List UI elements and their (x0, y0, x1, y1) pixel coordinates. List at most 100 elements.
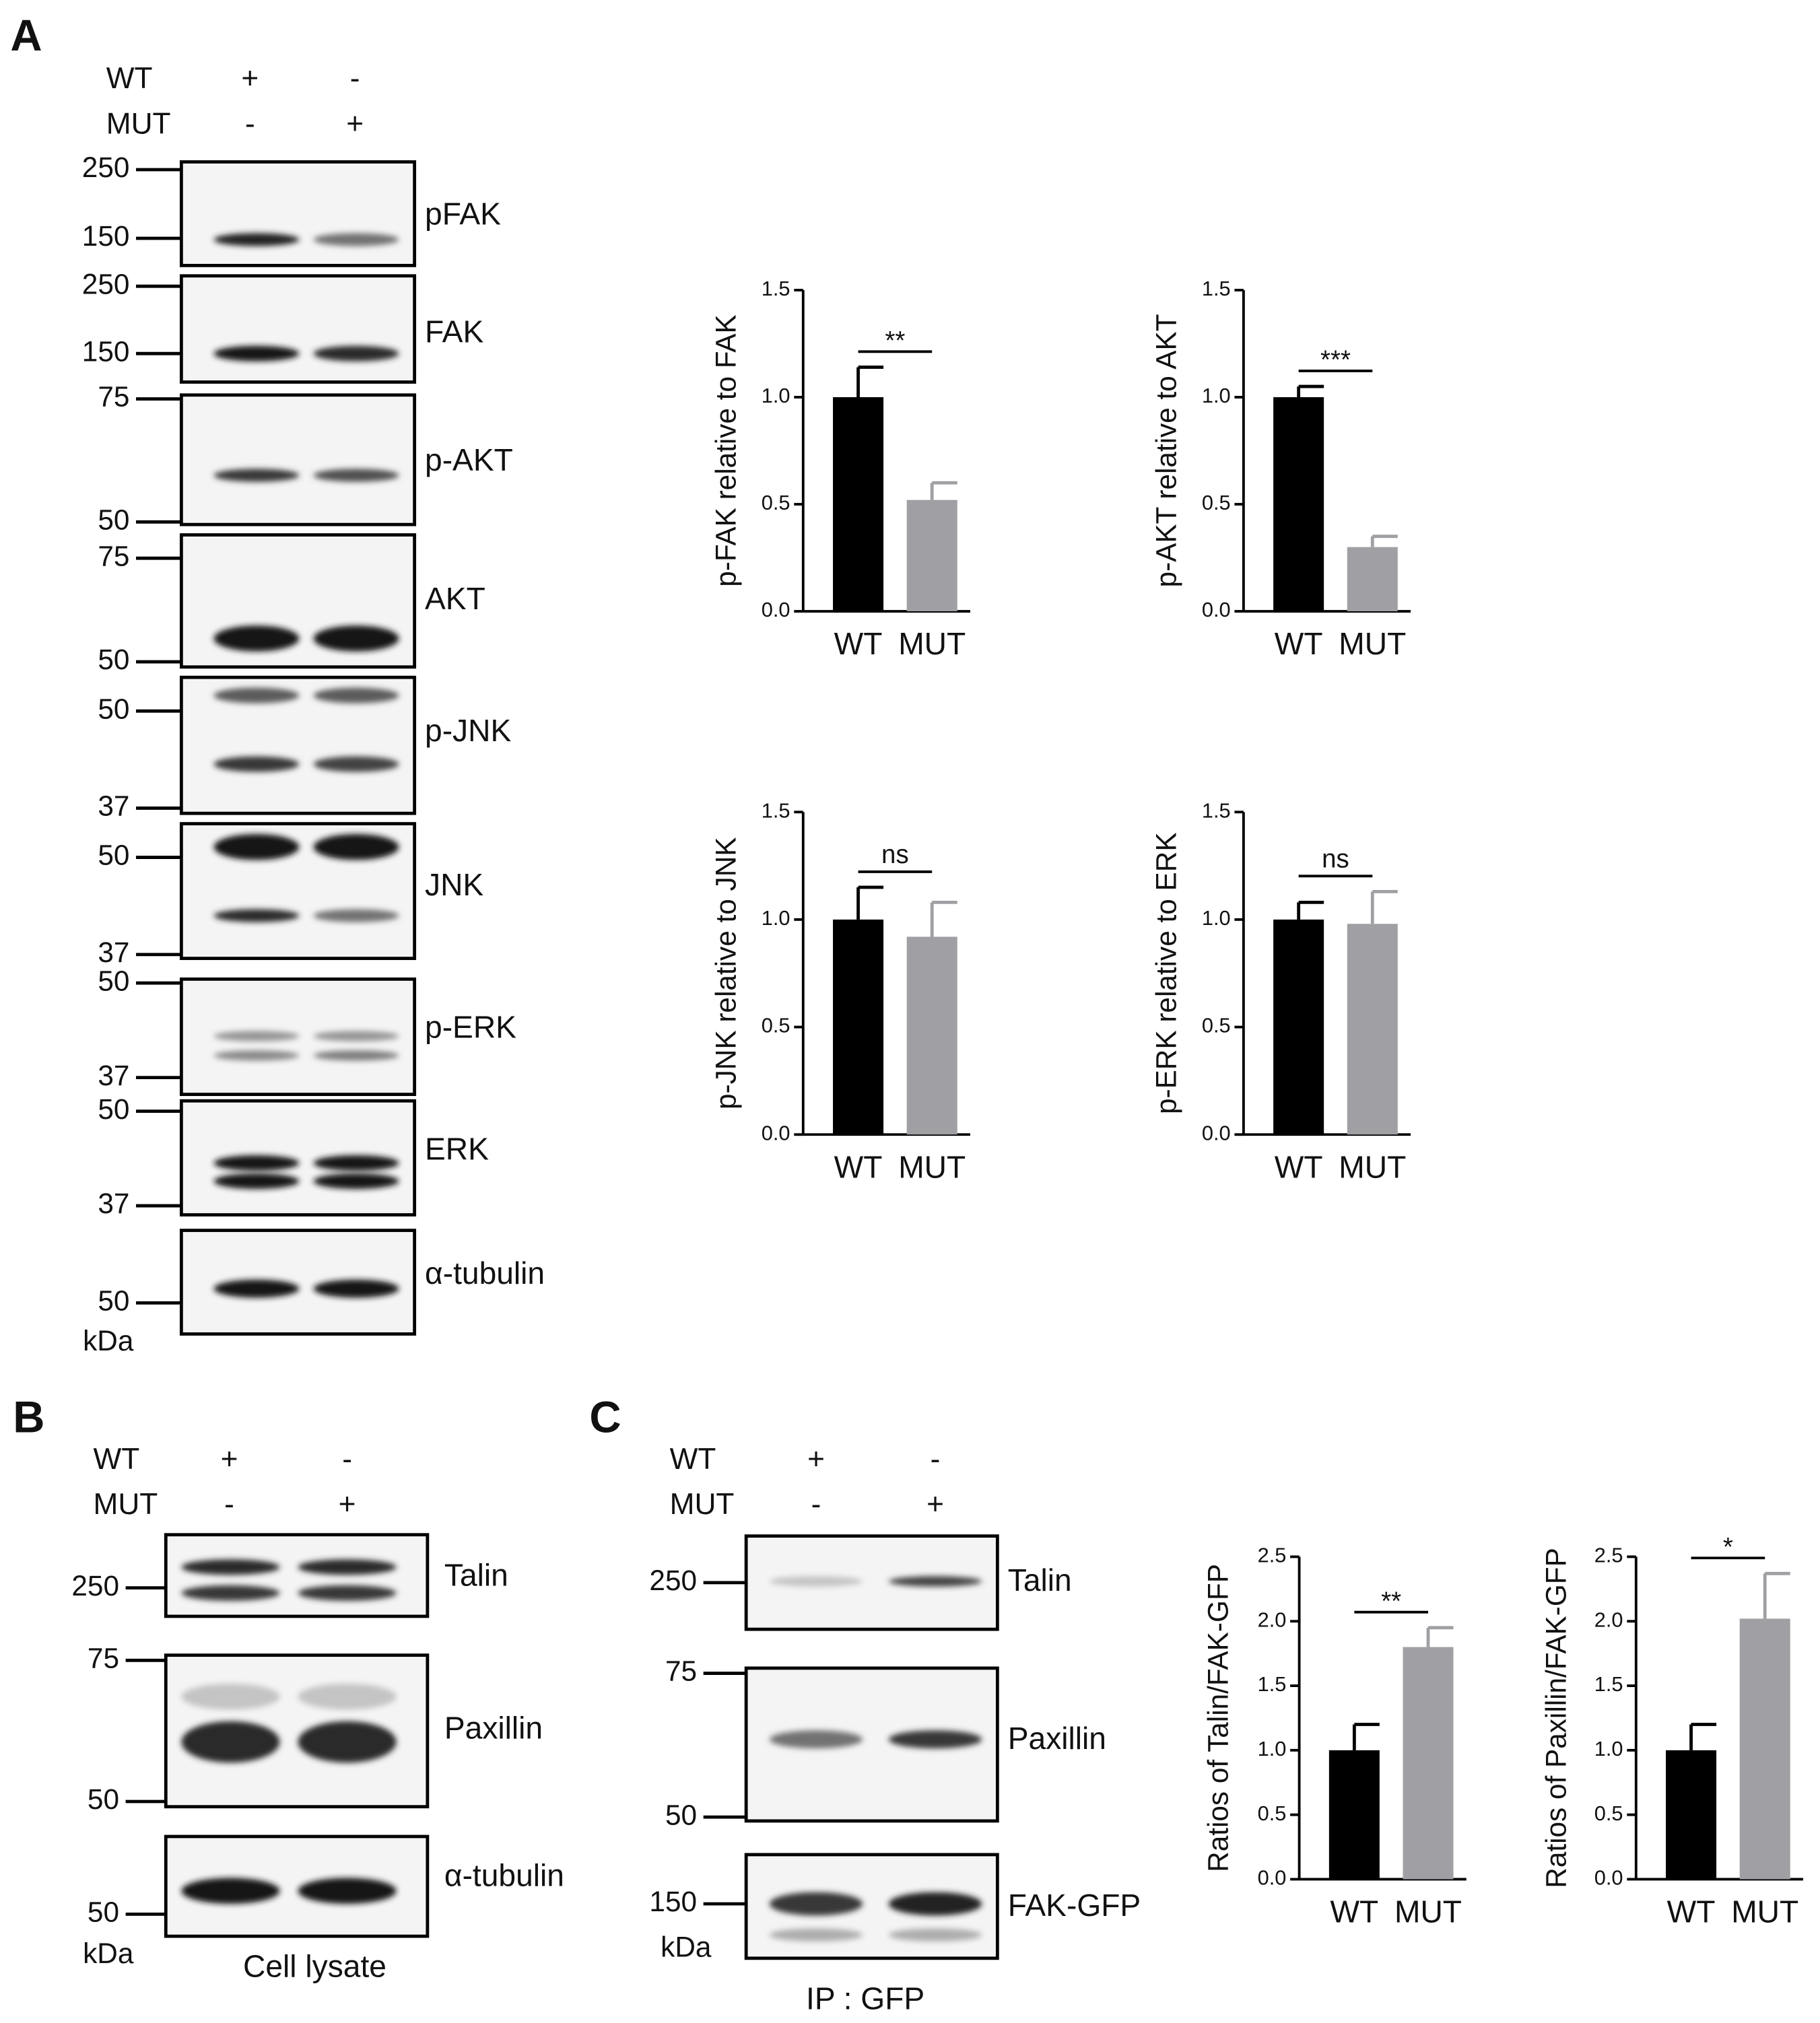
condition-label: MUT (670, 1488, 735, 1521)
blot-label: ERK (425, 1131, 489, 1166)
blot-frame (179, 160, 417, 267)
blot-band (313, 756, 399, 772)
blot-band (213, 756, 300, 772)
y-axis-label: p-ERK relative to ERK (1150, 832, 1182, 1114)
y-tick-label: 0.0 (762, 1121, 790, 1144)
blot-band (313, 1279, 399, 1298)
blot-frame (164, 1835, 430, 1938)
blot-frame (179, 1229, 417, 1336)
y-tick-label: 0.0 (1258, 1866, 1287, 1890)
condition-mark: - (224, 1488, 234, 1521)
y-tick-label: 0.0 (1202, 1121, 1231, 1144)
blot-label: FAK (425, 314, 483, 349)
x-tick-label: WT (834, 1149, 883, 1184)
blot-band (769, 1576, 863, 1587)
y-tick-label: 1.5 (1258, 1672, 1287, 1696)
y-tick-label: 2.5 (1594, 1544, 1623, 1567)
marker-label: 50 (88, 1783, 119, 1815)
blot-band (888, 1730, 982, 1749)
condition-label: WT (106, 62, 153, 95)
y-tick-label: 0.0 (1594, 1866, 1623, 1890)
y-axis-label: Ratios of Paxillin/FAK-GFP (1541, 1548, 1572, 1888)
y-tick-label: 1.0 (1594, 1737, 1623, 1760)
blot-band (298, 1721, 397, 1763)
y-tick-label: 0.5 (762, 1014, 790, 1037)
blot-label: AKT (425, 581, 485, 616)
bar (906, 500, 957, 612)
condition-mark: + (346, 107, 364, 140)
condition-label: WT (670, 1443, 716, 1476)
marker-label: 150 (82, 220, 130, 252)
blot-band (313, 1050, 399, 1061)
x-tick-label: MUT (1731, 1894, 1798, 1929)
bar (833, 919, 884, 1135)
y-axis-label: p-FAK relative to FAK (710, 314, 741, 587)
condition-mark: - (342, 1443, 352, 1476)
marker-label: 250 (82, 268, 130, 300)
blot-band (213, 625, 300, 652)
blot-label: α-tubulin (444, 1858, 564, 1893)
marker-label: 150 (649, 1886, 697, 1917)
blot-band (888, 1576, 982, 1587)
blot-band (213, 469, 300, 482)
y-tick-label: 0.5 (1594, 1802, 1623, 1825)
y-axis-label: p-JNK relative to JNK (710, 837, 741, 1109)
y-tick-label: 1.5 (762, 798, 790, 822)
marker-label: 37 (98, 1188, 129, 1219)
blot-band (888, 1892, 982, 1916)
y-tick-label: 1.0 (1202, 906, 1231, 930)
blot-band (769, 1892, 863, 1916)
panel-label: A (10, 11, 42, 60)
y-tick-label: 2.0 (1594, 1608, 1623, 1631)
blot-band (313, 1155, 399, 1171)
y-tick-label: 1.0 (762, 906, 790, 930)
marker-label: 75 (98, 381, 129, 413)
y-tick-label: 1.0 (1202, 384, 1231, 407)
marker-label: 37 (98, 1060, 129, 1091)
blot-background (166, 1534, 428, 1616)
blot-frame (179, 977, 417, 1097)
blot-band (213, 1050, 300, 1061)
blot-frame (179, 393, 417, 526)
condition-mark: + (221, 1443, 238, 1476)
blot-frame (164, 1533, 430, 1618)
condition-label: MUT (106, 107, 171, 140)
blot-background (181, 395, 415, 525)
condition-mark: - (245, 107, 255, 140)
blot-frame (179, 274, 417, 384)
marker-label: 37 (98, 936, 129, 968)
blot-label: Paxillin (1008, 1721, 1106, 1756)
marker-label: 50 (98, 1093, 129, 1125)
bar (1403, 1647, 1454, 1880)
bar (1347, 547, 1398, 612)
condition-mark: + (241, 62, 259, 95)
blot-band (181, 1585, 280, 1601)
blot-label: Talin (444, 1557, 508, 1592)
blot-band (298, 1585, 397, 1601)
significance-label: ** (1381, 1587, 1401, 1616)
condition-mark: + (926, 1488, 944, 1521)
marker-label: 50 (98, 839, 129, 871)
marker-label: 50 (98, 504, 129, 535)
blot-label: FAK-GFP (1008, 1888, 1141, 1923)
y-axis-label: p-AKT relative to AKT (1150, 314, 1182, 587)
significance-label: * (1723, 1533, 1733, 1562)
blot-frame (179, 533, 417, 669)
blot-band (181, 1683, 280, 1710)
blot-band (769, 1928, 863, 1942)
marker-label: 75 (665, 1655, 697, 1687)
blot-band (181, 1721, 280, 1763)
marker-label: 50 (98, 1285, 129, 1317)
bar (1328, 1750, 1380, 1880)
y-tick-label: 0.0 (1202, 598, 1231, 621)
bar (1273, 919, 1324, 1135)
blot-band (313, 833, 399, 860)
blot-band (213, 687, 300, 704)
bar (1347, 924, 1398, 1135)
blot-band (181, 1878, 280, 1905)
condition-mark: + (339, 1488, 356, 1521)
condition-label: WT (94, 1443, 140, 1476)
y-tick-label: 1.0 (1258, 1737, 1287, 1760)
y-tick-label: 0.0 (762, 598, 790, 621)
marker-label: 150 (82, 335, 130, 367)
